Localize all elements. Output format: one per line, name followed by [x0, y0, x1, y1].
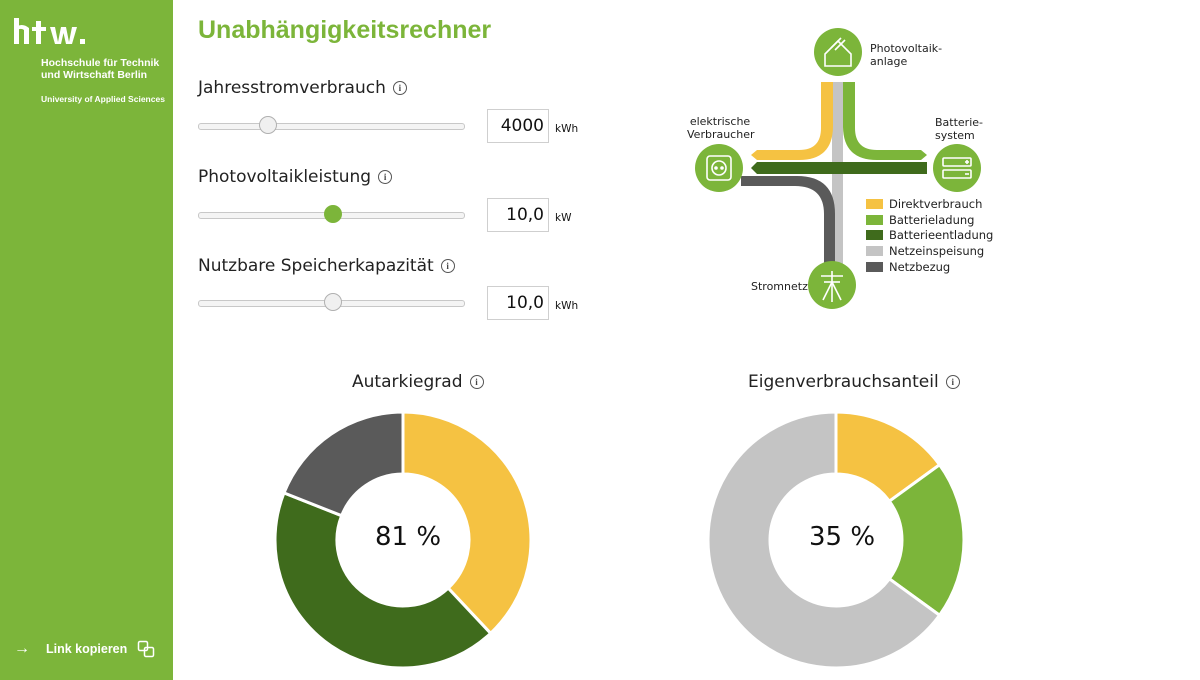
legend-label: Netzeinspeisung: [889, 243, 985, 258]
legend-swatch: [866, 198, 883, 209]
flow-battery-discharge: [751, 162, 927, 174]
info-icon[interactable]: i: [440, 259, 455, 273]
consumer-label-line-1: elektrische: [689, 115, 751, 128]
pv-label-line-1: Photovoltaik-: [870, 42, 943, 55]
legend-item-direct-use: Direktverbrauch: [866, 196, 993, 212]
diagram-legend: Direktverbrauch Batterieladung Batteriee…: [866, 196, 993, 274]
slider-thumb[interactable]: [324, 205, 342, 223]
param-label-pv-power: Photovoltaikleistung i: [198, 167, 393, 187]
flow-battery-charge: [843, 82, 927, 160]
autarky-slice-direktverbrauch: [401, 410, 533, 636]
institution-line-2: und Wirtschaft Berlin: [41, 69, 148, 81]
battery-label-line-2: system: [935, 129, 975, 142]
storage-capacity-slider[interactable]: [198, 293, 465, 311]
autarky-donut-chart: [273, 410, 533, 670]
consumer-label: elektrische Verbraucher: [687, 115, 755, 141]
consumer-circle: [695, 144, 743, 192]
power-pole-icon: [821, 271, 843, 302]
institution-name: Hochschule für Technik und Wirtschaft Be…: [41, 57, 169, 105]
autarky-slice-netzbezug: [282, 410, 405, 518]
flow-direct-use: [751, 82, 833, 160]
unit-label: kWh: [555, 300, 579, 312]
legend-swatch: [866, 245, 883, 256]
param-label-text: Jahresstromverbrauch: [198, 78, 386, 98]
unit-label: kW: [555, 212, 572, 224]
flow-feed-in: [832, 82, 843, 278]
house-icon: [824, 37, 852, 67]
battery-label: Batterie- system: [935, 116, 983, 142]
info-icon[interactable]: i: [469, 375, 484, 389]
pv-label-line-2: anlage: [870, 55, 908, 68]
annual-consumption-input[interactable]: 4000: [487, 109, 549, 143]
param-label-storage-capacity: Nutzbare Speicherkapazität i: [198, 256, 455, 276]
legend-swatch: [866, 230, 883, 241]
copy-link-label: Link kopieren: [46, 642, 128, 656]
page-title: Unabhängigkeitsrechner: [198, 16, 492, 44]
legend-swatch: [866, 214, 883, 225]
param-label-text: Nutzbare Speicherkapazität: [198, 256, 434, 276]
autarky-title-text: Autarkiegrad: [352, 372, 463, 392]
institution-line-1: Hochschule für Technik: [41, 57, 160, 69]
annual-consumption-slider[interactable]: [198, 116, 465, 134]
legend-label: Netzbezug: [889, 259, 951, 274]
legend-item-grid-supply: Netzbezug: [866, 259, 993, 275]
htw-logo: [14, 18, 85, 44]
grid-label: Stromnetz: [751, 280, 808, 293]
self-consumption-slice-netzeinspeisung: [706, 410, 942, 670]
param-label-text: Photovoltaikleistung: [198, 167, 372, 187]
legend-label: Direktverbrauch: [889, 196, 983, 211]
self-consumption-donut-chart: [706, 410, 966, 670]
info-icon[interactable]: i: [945, 375, 960, 389]
self-consumption-value: 35 %: [808, 522, 876, 552]
institution-subtitle: University of Applied Sciences: [41, 94, 165, 104]
info-icon[interactable]: i: [378, 170, 393, 184]
legend-item-feed-in: Netzeinspeisung: [866, 243, 993, 259]
unit-label: kWh: [555, 123, 579, 135]
info-icon[interactable]: i: [392, 81, 407, 95]
self-consumption-slice-batterieladung: [887, 462, 966, 618]
pv-power-input[interactable]: 10,0: [487, 198, 549, 232]
battery-circle: [933, 144, 981, 192]
power-socket-icon: [706, 155, 732, 181]
pv-label: Photovoltaik- anlage: [870, 42, 942, 68]
storage-capacity-input[interactable]: 10,0: [487, 286, 549, 320]
legend-label: Batterieentladung: [889, 228, 994, 243]
self-consumption-title: Eigenverbrauchsanteil i: [748, 372, 960, 392]
legend-item-battery-discharge: Batterieentladung: [866, 227, 993, 243]
param-label-annual-consumption: Jahresstromverbrauch i: [198, 78, 407, 98]
autarky-value: 81 %: [374, 522, 442, 552]
legend-swatch: [866, 261, 883, 272]
flow-grid-supply: [741, 176, 835, 264]
copy-link-button[interactable]: → Link kopieren: [14, 640, 155, 658]
sidebar: Hochschule für Technik und Wirtschaft Be…: [0, 0, 173, 680]
pv-power-slider[interactable]: [198, 205, 465, 223]
legend-item-battery-charge: Batterieladung: [866, 212, 993, 228]
legend-label: Batterieladung: [889, 212, 975, 227]
battery-label-line-1: Batterie-: [935, 116, 983, 129]
battery-icon: [942, 157, 972, 179]
energy-flow-diagram: [695, 28, 981, 309]
autarky-slice-batterieentladung: [273, 490, 493, 670]
slider-thumb[interactable]: [324, 293, 342, 311]
arrow-right-icon: →: [14, 640, 30, 657]
autarky-title: Autarkiegrad i: [352, 372, 484, 392]
pv-circle: [814, 28, 862, 76]
consumer-label-line-2: Verbraucher: [687, 128, 755, 141]
self-consumption-title-text: Eigenverbrauchsanteil: [748, 372, 939, 392]
slider-thumb[interactable]: [259, 116, 277, 134]
copy-icon: [138, 640, 155, 658]
